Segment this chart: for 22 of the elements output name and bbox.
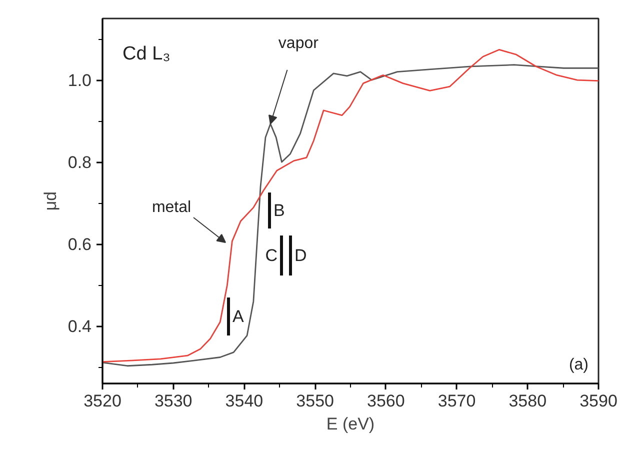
x-tick-label: 3520 — [84, 392, 122, 410]
x-tick-label: 3540 — [225, 392, 264, 410]
y-tick-label: 0.6 — [68, 235, 92, 254]
x-tick-label: 3580 — [508, 392, 547, 410]
annotation: (a) — [568, 356, 589, 374]
y-tick-label: 0.4 — [68, 317, 92, 336]
x-tick-label: 3570 — [438, 392, 476, 410]
y-axis-title: μd — [40, 191, 60, 211]
annotation: metal — [152, 199, 192, 216]
annotation: A — [232, 307, 244, 326]
annotation: B — [274, 201, 285, 220]
annotation: D — [294, 246, 307, 265]
y-tick-label: 1.0 — [68, 71, 92, 90]
annotation: C — [265, 246, 278, 265]
x-tick-label: 3590 — [580, 392, 618, 410]
annotation: Cd L₃ — [122, 44, 170, 64]
y-tick-label: 0.8 — [68, 153, 92, 172]
x-tick-label: 3530 — [154, 392, 192, 410]
x-axis-title: E (eV) — [326, 414, 375, 434]
x-tick-label: 3550 — [296, 392, 334, 410]
annotation: vapor — [278, 34, 320, 52]
x-tick-label: 3560 — [367, 392, 405, 410]
